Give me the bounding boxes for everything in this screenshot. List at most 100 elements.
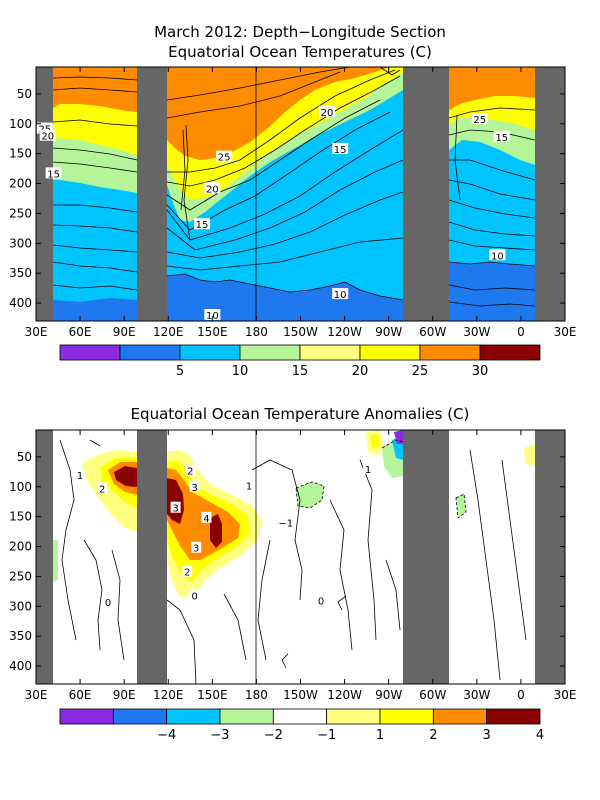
chart1-colorbar-label: 25 — [412, 364, 429, 379]
chart2-land-africa-east — [535, 430, 565, 684]
chart2-colorbar-swatch — [112, 708, 168, 725]
chart1-x-tick-label: 30E — [25, 325, 48, 339]
chart1-colorbar-label: 30 — [472, 364, 489, 379]
chart2-contour-label-bg — [75, 468, 86, 480]
chart1-land-america — [403, 67, 449, 321]
chart1-x-tick-label: 60W — [419, 325, 446, 339]
chart2-colorbar-label: 3 — [483, 728, 491, 743]
chart2-x-tick-label: 60E — [69, 688, 92, 702]
chart2-contour-label: 1 — [77, 471, 83, 482]
chart2-colorbar-label: 4 — [536, 728, 544, 743]
chart2-colorbar-swatch — [272, 708, 328, 725]
chart2-x-tick-label: 90E — [113, 688, 136, 702]
chart2-anom-atl-1 — [524, 444, 535, 466]
chart2-contour-label-bg — [103, 596, 114, 608]
chart2-colorbar-label: −3 — [210, 728, 229, 743]
chart1-contour-label: 15 — [334, 145, 347, 156]
chart2-anom-cold-1 — [296, 482, 324, 508]
chart1-x-tick-label: 90E — [113, 325, 136, 339]
chart1-colorbar-label: 15 — [292, 364, 309, 379]
chart1-band-5-10-ind — [53, 298, 137, 321]
chart1-colorbar-label: 5 — [176, 364, 184, 379]
chart1-x-tick-label: 150E — [197, 325, 228, 339]
chart1-colorbar: 5 10 15 20 25 30 — [59, 344, 541, 379]
chart1-contour-label-bg — [332, 142, 349, 154]
chart1-contour-label: 10 — [334, 290, 347, 301]
chart2-contour-label-bg — [97, 482, 108, 494]
chart2-anom-ind-4 — [114, 466, 137, 487]
chart1-y-tick-label: 100 — [9, 117, 32, 131]
chart2-x-tick-label: 30E — [554, 688, 577, 702]
chart1-land-africa — [36, 67, 53, 321]
chart1-contour-label: 25 — [218, 153, 231, 164]
chart2-anom-pac-4b — [210, 514, 222, 548]
chart1-colorbar-swatch — [179, 344, 241, 361]
chart2-axes: 30E 60E 90E 120E 150E 180 150W 120W 90W 60W 30W 0 30… — [9, 430, 576, 702]
chart2-contour-label-bg — [191, 541, 202, 553]
chart2-contour-label: 1 — [365, 465, 371, 476]
chart1-contour-label-bg — [216, 150, 233, 162]
chart2-colorbar-label: −4 — [157, 728, 176, 743]
chart2-anom-atl-2 — [456, 494, 466, 518]
chart2-y-tick-label: 300 — [9, 599, 32, 613]
chart1-contour-label-bg — [204, 309, 221, 321]
chart1-title-line1: March 2012: Depth−Longitude Section — [154, 23, 446, 41]
chart1-contour-label-bg — [39, 129, 56, 141]
chart1-contour-label: 20 — [41, 132, 54, 143]
chart2-colorbar-label: 2 — [429, 728, 437, 743]
chart1-land-africa-east — [535, 67, 565, 321]
chart1-x-tick-label: 30E — [554, 325, 577, 339]
chart1-contour-label-bg — [45, 167, 62, 179]
chart2-contour-label-bg — [182, 565, 193, 577]
chart1-band-25-30-pac — [167, 67, 390, 160]
chart2-y-tick-label: 150 — [9, 510, 32, 524]
chart2-land-africa — [36, 430, 53, 684]
chart1-y-tick-label: 150 — [9, 147, 32, 161]
chart1-colorbar-swatch — [119, 344, 181, 361]
chart2-x-tick-label: 30E — [25, 688, 48, 702]
chart2-colorbar-swatch — [326, 708, 381, 725]
chart1-contour-label-bg — [332, 288, 349, 300]
chart2-y-tick-label: 100 — [9, 480, 32, 494]
chart1-field: 25201525201510201510251510 — [36, 67, 565, 321]
chart1-contour-label: 15 — [495, 133, 508, 144]
chart2-contour-label: 3 — [172, 504, 178, 515]
chart2-anom-cold-4 — [394, 430, 403, 444]
chart2-contour-label: 2 — [99, 485, 105, 496]
chart1-contour-label-bg — [318, 105, 335, 117]
chart1-contour-label-bg — [493, 130, 510, 142]
chart2-colorbar: −4 −3 −2 −1 1 2 3 4 — [59, 708, 544, 743]
chart1-band-5-10-west — [167, 274, 403, 321]
chart2-x-tick-label: 150W — [283, 688, 318, 702]
chart1-x-tick-label: 60E — [69, 325, 92, 339]
chart2-x-tick-label: 150E — [197, 688, 228, 702]
chart1-axes: 30E 60E 90E 120E 150E 180 150W 120W 90W 60W 30W 0 30… — [9, 67, 576, 339]
chart2-x-tick-label: 120W — [327, 688, 362, 702]
chart1-contour-label-bg — [489, 249, 506, 261]
chart1-title-line2: Equatorial Ocean Temperatures (C) — [168, 43, 432, 61]
chart1-contour-label-bg — [204, 182, 221, 194]
chart2-contour-label-bg — [185, 464, 196, 476]
chart2-contour-label: 0 — [318, 596, 324, 607]
chart2-contour-label-bg — [170, 501, 181, 513]
chart2-field: 1 2 2 3 3 4 3 2 1 −1 0 1 0 0 — [36, 430, 565, 684]
chart2-y-tick-label: 50 — [17, 450, 32, 464]
chart1-x-tick-label: 0 — [517, 325, 525, 339]
chart1-band-25-30-atl — [449, 67, 535, 110]
chart1-colorbar-swatch — [299, 344, 361, 361]
chart2-colorbar-swatch — [379, 708, 434, 725]
chart1-colorbar-swatch — [419, 344, 481, 361]
chart2-anom-atl-3 — [53, 540, 58, 582]
chart2-x-tick-label: 0 — [517, 688, 525, 702]
chart2-title: Equatorial Ocean Temperature Anomalies (… — [131, 405, 470, 423]
chart1-colorbar-label: 20 — [352, 364, 369, 379]
chart1-y-tick-label: 300 — [9, 236, 32, 250]
chart2-x-tick-label: 180 — [245, 688, 268, 702]
chart1-y-tick-label: 200 — [9, 177, 32, 191]
chart2-contour-label: 2 — [187, 467, 193, 478]
chart2-contour-label: 0 — [192, 592, 198, 603]
chart1-x-tick-label: 180 — [245, 325, 268, 339]
chart2-y-tick-label: 350 — [9, 629, 32, 643]
chart1-y-tick-label: 350 — [9, 266, 32, 280]
